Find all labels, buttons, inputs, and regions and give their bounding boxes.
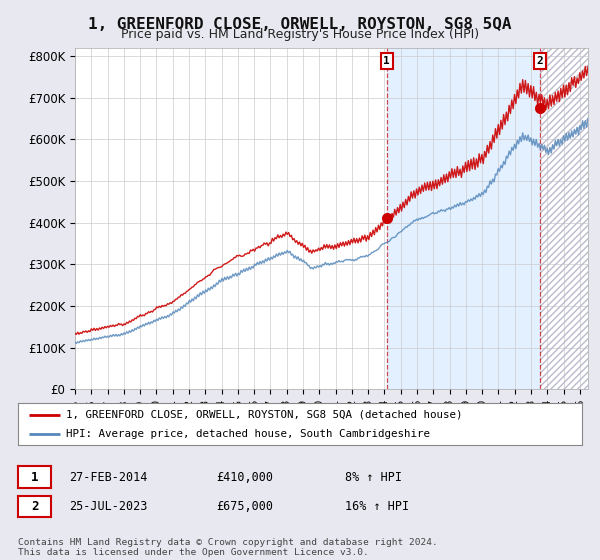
- Bar: [540, 48, 588, 389]
- Text: 25-JUL-2023: 25-JUL-2023: [69, 500, 148, 514]
- Text: 8% ↑ HPI: 8% ↑ HPI: [345, 470, 402, 484]
- Text: HPI: Average price, detached house, South Cambridgeshire: HPI: Average price, detached house, Sout…: [66, 429, 430, 439]
- Text: 2: 2: [31, 500, 38, 514]
- Bar: [387, 48, 540, 389]
- Text: Contains HM Land Registry data © Crown copyright and database right 2024.
This d: Contains HM Land Registry data © Crown c…: [18, 538, 438, 557]
- Text: £410,000: £410,000: [216, 470, 273, 484]
- Text: 1, GREENFORD CLOSE, ORWELL, ROYSTON, SG8 5QA (detached house): 1, GREENFORD CLOSE, ORWELL, ROYSTON, SG8…: [66, 409, 463, 419]
- Bar: [540, 48, 588, 389]
- Text: 1, GREENFORD CLOSE, ORWELL, ROYSTON, SG8 5QA: 1, GREENFORD CLOSE, ORWELL, ROYSTON, SG8…: [88, 17, 512, 32]
- Text: Price paid vs. HM Land Registry's House Price Index (HPI): Price paid vs. HM Land Registry's House …: [121, 28, 479, 41]
- Text: £675,000: £675,000: [216, 500, 273, 514]
- Text: 1: 1: [31, 470, 38, 484]
- Text: 16% ↑ HPI: 16% ↑ HPI: [345, 500, 409, 514]
- Text: 27-FEB-2014: 27-FEB-2014: [69, 470, 148, 484]
- Text: 2: 2: [536, 56, 544, 66]
- Text: 1: 1: [383, 56, 390, 66]
